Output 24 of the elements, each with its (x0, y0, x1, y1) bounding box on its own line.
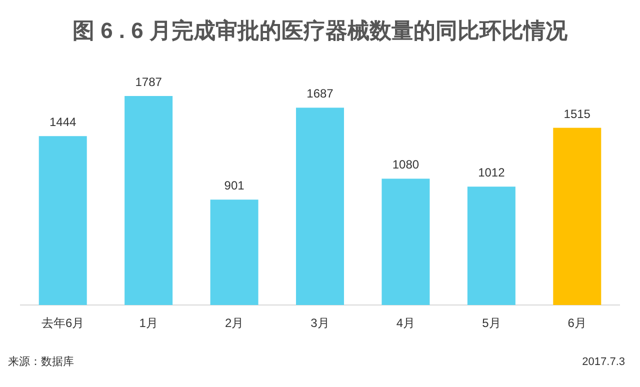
text: 2017.7.3 (582, 356, 625, 368)
bar (553, 128, 602, 305)
bar (467, 186, 516, 305)
data-label: 1687 (306, 86, 334, 101)
x-tick-label: 2月 (224, 316, 244, 330)
source-note: 来源：数据库 (8, 355, 74, 368)
x-tick-label: 6月 (568, 316, 586, 330)
x-tick-label: 去年6月 (42, 316, 84, 330)
chart-title: 图 6 . 6 月完成审批的医疗器械数量的同比环比情况 (72, 18, 569, 43)
bar (210, 200, 258, 305)
bar (124, 96, 173, 305)
data-label: 1080 (392, 158, 420, 172)
x-tick-label: 1月 (139, 316, 158, 330)
bar (296, 108, 344, 305)
x-tick-label: 3月 (310, 316, 330, 330)
bar (382, 178, 430, 305)
data-label: 1787 (135, 75, 162, 89)
x-tick-label: 4月 (396, 316, 416, 330)
x-tick-label: 5月 (482, 316, 501, 330)
data-label: 1515 (564, 106, 591, 121)
data-label: 1444 (50, 115, 77, 130)
bar (38, 136, 87, 305)
data-label: 1012 (478, 166, 506, 180)
data-label: 901 (224, 178, 245, 193)
